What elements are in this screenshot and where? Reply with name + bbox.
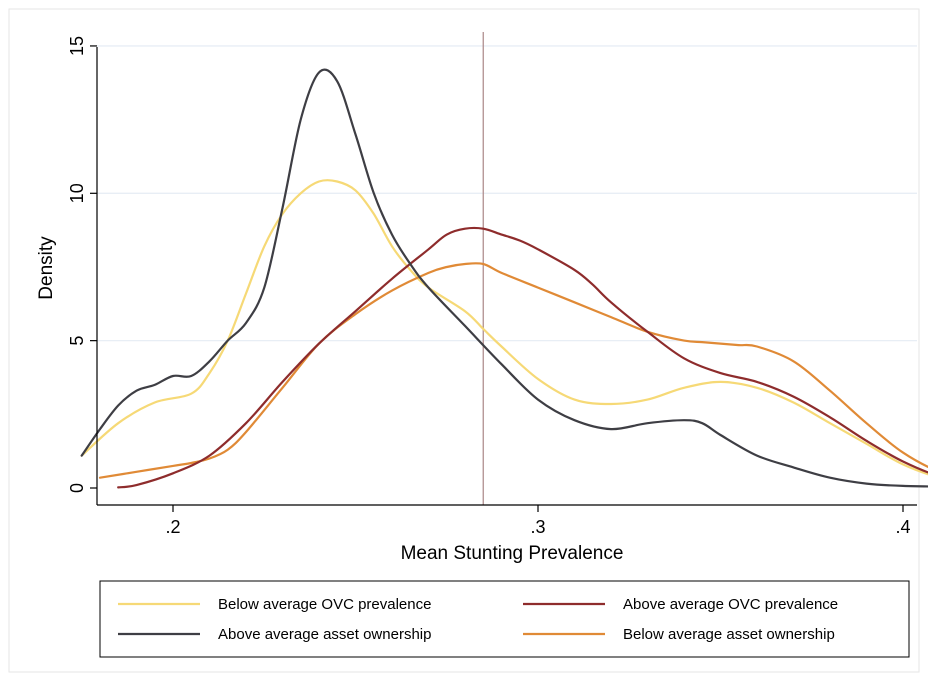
series-line-3 [98, 262, 928, 479]
legend: Below average OVC prevalence Above averag… [99, 580, 910, 658]
legend-label-1: Above average OVC prevalence [623, 596, 838, 613]
y-tick-label-0: 0 [67, 483, 87, 493]
legend-entries: Below average OVC prevalence Above averag… [118, 596, 838, 643]
y-tick-label-3: 15 [67, 36, 87, 56]
y-axis-title: Density [36, 236, 57, 300]
series-lines [80, 68, 928, 489]
x-axis-ticks: .2.3.4.5 [165, 505, 911, 537]
y-axis-ticks: 0 5 10 15 [67, 36, 97, 493]
series-line-2 [80, 68, 928, 488]
x-tick-label-0: .2 [165, 517, 180, 537]
series-line-1 [117, 226, 928, 489]
legend-box [99, 580, 910, 658]
legend-label-3: Below average asset ownership [623, 626, 835, 643]
series-line-0 [80, 179, 928, 476]
x-axis-title: Mean Stunting Prevalence [401, 543, 624, 564]
legend-label-2: Above average asset ownership [218, 626, 431, 643]
x-tick-label-1: .3 [530, 517, 545, 537]
y-tick-label-2: 10 [67, 183, 87, 203]
grid-lines [97, 45, 917, 342]
legend-label-0: Below average OVC prevalence [218, 596, 431, 613]
x-tick-label-2: .4 [895, 517, 910, 537]
y-tick-label-1: 5 [67, 336, 87, 346]
